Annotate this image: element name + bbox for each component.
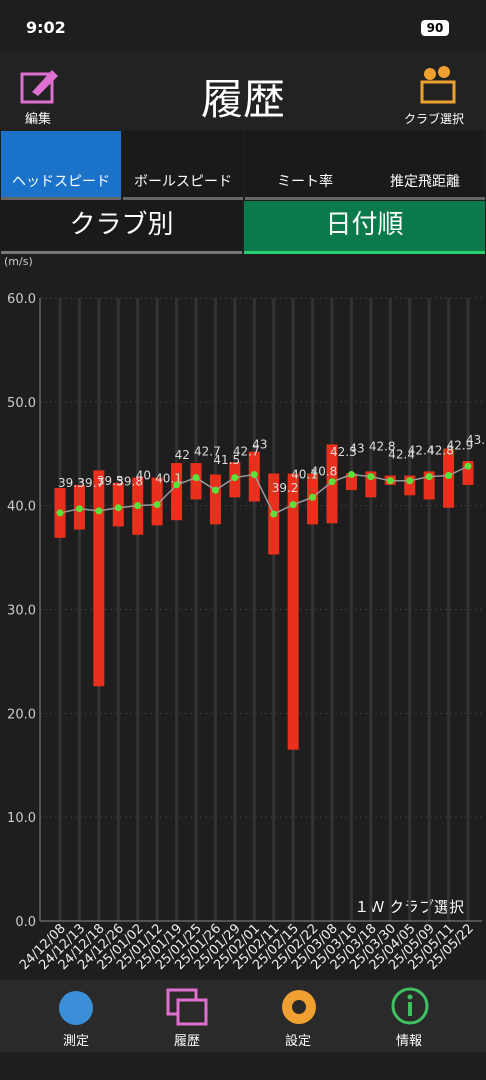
point xyxy=(95,507,103,515)
value-label: 42.7 xyxy=(233,445,260,459)
point xyxy=(56,509,64,517)
value-label: 40 xyxy=(136,469,151,483)
value-label: 42.8 xyxy=(427,444,454,458)
point xyxy=(464,462,472,470)
segment[interactable]: クラブ別 xyxy=(1,201,242,254)
value-label: 39.5 xyxy=(97,474,124,488)
point xyxy=(445,472,453,480)
edit-label[interactable]: 編集 xyxy=(25,112,52,127)
status-time: 9:02 xyxy=(26,18,66,37)
value-label: 43 xyxy=(252,438,267,452)
point xyxy=(270,510,278,518)
point xyxy=(367,473,375,481)
value-label: 39.2 xyxy=(272,481,299,495)
point xyxy=(134,502,142,510)
point xyxy=(406,477,414,485)
tab-label[interactable]: ヘッドスピード xyxy=(12,174,110,190)
range-bar xyxy=(190,463,202,500)
range-bar xyxy=(171,463,183,521)
range-bar xyxy=(423,471,435,500)
tab[interactable]: ヘッドスピード xyxy=(1,131,121,200)
value-label: 41.5 xyxy=(213,453,240,467)
value-label: 42.4 xyxy=(388,448,415,462)
tab[interactable]: ボールスピード xyxy=(123,131,243,200)
range-bar xyxy=(287,473,299,750)
range-bar xyxy=(93,470,105,687)
chart: (m/s) １Ｗ クラブ選択 0.010.020.030.040.050.060… xyxy=(4,255,486,973)
nav-label[interactable]: 情報 xyxy=(395,1034,422,1049)
nav-label[interactable]: 履歴 xyxy=(173,1034,200,1049)
value-label: 42.4 xyxy=(408,444,435,458)
history-icon[interactable] xyxy=(166,988,210,1028)
y-tick-label: 60.0 xyxy=(7,292,36,307)
nav-label[interactable]: 設定 xyxy=(284,1034,311,1049)
y-tick-label: 0.0 xyxy=(15,915,36,930)
status-bar: 9:02 90 xyxy=(0,0,486,52)
segment[interactable]: 日付順 xyxy=(244,201,485,254)
point xyxy=(309,493,317,501)
tab-label[interactable]: ミート率 xyxy=(277,174,333,190)
y-tick-label: 10.0 xyxy=(7,811,36,826)
edit-icon[interactable] xyxy=(20,66,60,106)
tab[interactable]: ミート率 xyxy=(245,131,365,200)
y-tick-label: 40.0 xyxy=(7,500,36,515)
nav-label[interactable]: 測定 xyxy=(62,1034,89,1049)
tab-label[interactable]: 推定飛距離 xyxy=(390,174,460,190)
range-bar xyxy=(345,473,357,491)
y-tick-label: 20.0 xyxy=(7,707,36,722)
point xyxy=(231,474,239,482)
average-line xyxy=(59,465,469,515)
measure-icon[interactable] xyxy=(56,988,96,1028)
value-label: 40.1 xyxy=(291,468,318,482)
point xyxy=(173,481,181,489)
tab[interactable]: 推定飛距離 xyxy=(365,131,485,200)
range-bar xyxy=(209,474,221,525)
value-label: 39.7 xyxy=(77,476,104,490)
club-select-label[interactable]: クラブ選択 xyxy=(404,112,465,126)
y-tick-label: 30.0 xyxy=(7,604,36,619)
point xyxy=(153,501,161,509)
point xyxy=(289,501,297,509)
page-title: 履歴 xyxy=(200,75,285,124)
point xyxy=(114,504,122,512)
point xyxy=(250,471,258,479)
y-tick-label: 50.0 xyxy=(7,396,36,411)
range-bar xyxy=(404,475,416,496)
info-icon[interactable] xyxy=(390,986,430,1026)
point xyxy=(328,478,336,486)
point xyxy=(425,473,433,481)
point xyxy=(192,474,200,482)
header: 編集 履歴 クラブ選択 xyxy=(0,52,486,130)
bottom-nav xyxy=(0,980,486,1052)
value-label: 43.8 xyxy=(466,433,486,447)
value-label: 42 xyxy=(175,448,190,462)
point xyxy=(211,486,219,494)
point xyxy=(386,477,394,485)
battery: 90 xyxy=(421,20,449,36)
value-label: 39.3 xyxy=(58,476,85,490)
value-label: 42.3 xyxy=(330,445,357,459)
range-bar xyxy=(462,461,474,485)
unit-label: (m/s) xyxy=(4,255,33,268)
point xyxy=(347,471,355,479)
settings-icon[interactable] xyxy=(278,986,320,1028)
point xyxy=(75,505,83,513)
value-label: 42.9 xyxy=(447,439,474,453)
tab-label[interactable]: ボールスピード xyxy=(134,174,232,190)
value-label: 39.8 xyxy=(116,475,143,489)
range-bar xyxy=(365,471,377,498)
value-label: 43 xyxy=(349,442,364,456)
club-icon[interactable] xyxy=(416,62,460,106)
value-label: 42.8 xyxy=(369,440,396,454)
value-label: 42.7 xyxy=(194,445,221,459)
value-label: 40.8 xyxy=(311,464,338,478)
